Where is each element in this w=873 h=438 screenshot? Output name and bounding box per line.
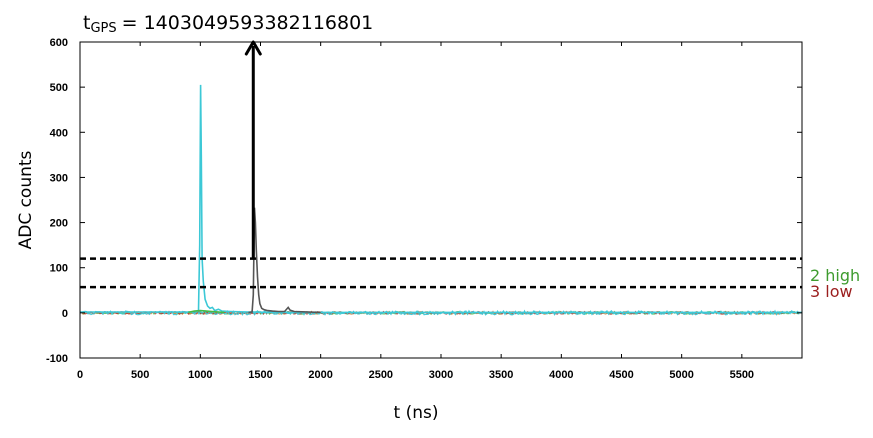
threshold-label: 2 high (810, 266, 860, 285)
series-line (248, 207, 321, 314)
x-tick-label: 0 (77, 369, 83, 381)
x-tick-label: 500 (131, 369, 149, 381)
threshold-label: 3 low (810, 282, 853, 301)
y-axis-label: ADC counts (16, 150, 36, 249)
series-line (80, 84, 802, 314)
x-tick-label: 2500 (369, 369, 393, 381)
series-layer (80, 84, 802, 314)
y-tick-label: 100 (50, 263, 68, 275)
y-tick-label: -100 (46, 353, 68, 365)
y-axis: -100 0 100 200 300 400 500 600 (46, 37, 802, 365)
series-line (188, 309, 225, 314)
y-tick-label: 300 (50, 172, 68, 184)
x-tick-label: 4000 (549, 369, 573, 381)
chart-title: tGPS = 1403049593382116801 (83, 12, 373, 36)
x-tick-label: 3000 (429, 369, 453, 381)
x-tick-label: 5000 (669, 369, 693, 381)
y-tick-label: 600 (50, 37, 68, 49)
y-tick-label: 400 (50, 127, 68, 139)
x-axis-label: t (ns) (394, 403, 439, 423)
x-axis: 0 500 1000 1500 2000 2500 3000 3500 4000 4500 5000… (77, 42, 754, 381)
threshold-layer (80, 257, 802, 289)
title-subscript: GPS (90, 21, 116, 36)
y-tick-label: 0 (62, 308, 68, 320)
x-tick-label: 2000 (308, 369, 332, 381)
title-prefix: t (83, 12, 90, 34)
y-tick-label: 200 (50, 218, 68, 230)
x-tick-label: 1000 (188, 369, 212, 381)
x-tick-label: 4500 (609, 369, 633, 381)
x-tick-label: 5500 (730, 369, 754, 381)
svg-text:tGPS= 1403049593382116801: tGPS = 1403049593382116801 (83, 12, 373, 36)
x-tick-label: 3500 (489, 369, 513, 381)
x-tick-label: 1500 (248, 369, 272, 381)
arrow-layer (244, 40, 262, 259)
plot-frame (79, 41, 803, 359)
title-value: = 1403049593382116801 (122, 12, 374, 34)
y-tick-label: 500 (50, 82, 68, 94)
